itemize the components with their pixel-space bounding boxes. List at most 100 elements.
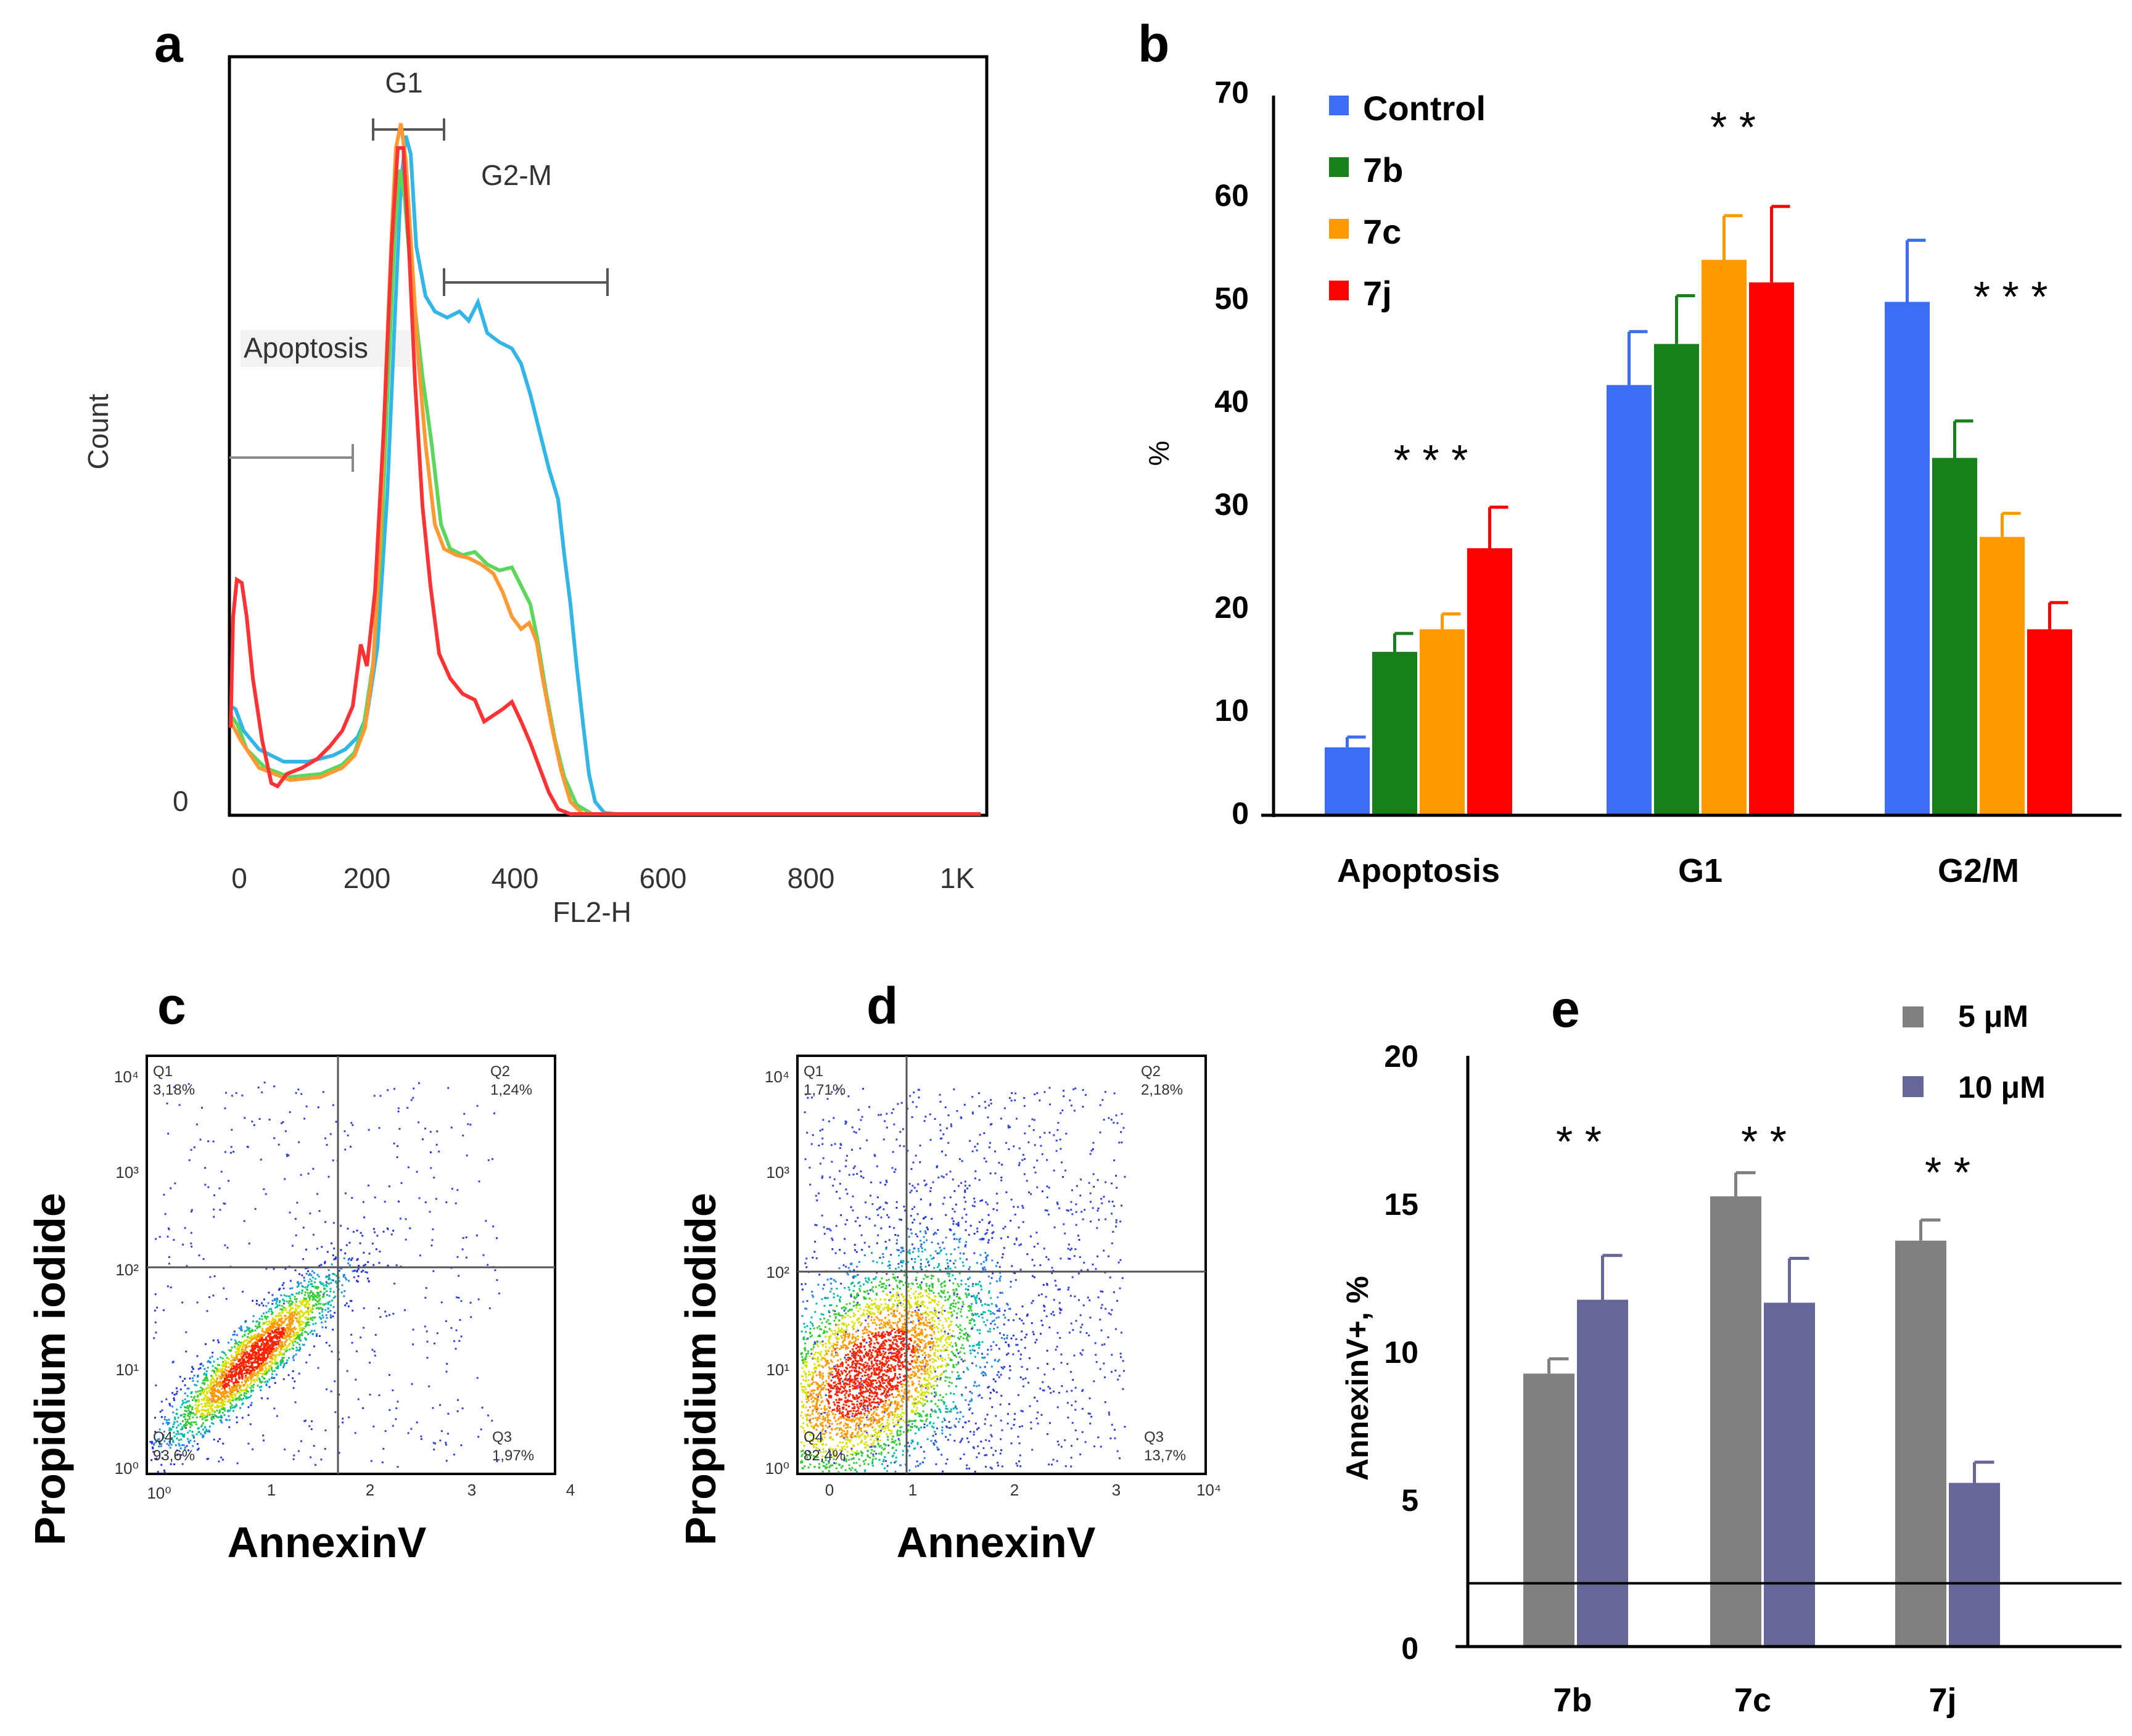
event-dot (965, 1220, 967, 1223)
event-dot (207, 1140, 210, 1143)
event-dot (302, 1314, 304, 1317)
event-dot (252, 1336, 255, 1338)
event-dot (265, 1362, 267, 1365)
event-dot (276, 1301, 278, 1303)
event-dot (889, 1225, 891, 1228)
event-dot (849, 1302, 851, 1305)
event-dot (279, 1312, 281, 1314)
event-dot (246, 1384, 249, 1386)
event-dot (884, 1183, 886, 1186)
panel-d-label: d (866, 977, 898, 1035)
event-dot (298, 1322, 301, 1325)
event-dot (947, 1354, 950, 1356)
event-dot (1043, 1248, 1045, 1250)
event-dot (247, 1365, 249, 1367)
event-dot (265, 1332, 267, 1335)
event-dot (221, 1401, 224, 1404)
event-dot (247, 1357, 249, 1359)
event-dot (847, 1347, 849, 1349)
event-dot (270, 1321, 273, 1323)
event-dot (897, 1421, 899, 1423)
event-dot (912, 1383, 915, 1385)
event-dot (897, 1262, 900, 1265)
event-dot (840, 1452, 842, 1455)
event-dot (371, 1243, 374, 1245)
event-dot (265, 1360, 267, 1362)
event-dot (231, 1374, 234, 1376)
event-dot (1056, 1129, 1059, 1131)
event-dot (179, 1388, 182, 1391)
event-dot (297, 1320, 300, 1323)
event-dot (440, 1301, 443, 1304)
event-dot (223, 1202, 225, 1204)
event-dot (397, 1110, 400, 1113)
event-dot (321, 1310, 324, 1313)
event-dot (196, 1416, 198, 1418)
event-dot (189, 1411, 192, 1413)
event-dot (975, 1365, 978, 1367)
event-dot (831, 1387, 834, 1389)
event-dot (224, 1364, 227, 1367)
event-dot (313, 1285, 315, 1288)
event-dot (214, 1406, 216, 1409)
event-dot (338, 1270, 340, 1272)
event-dot (194, 1413, 196, 1416)
event-dot (210, 1416, 213, 1418)
event-dot (252, 1315, 255, 1317)
event-dot (969, 1391, 971, 1393)
event-dot (191, 1370, 193, 1373)
event-dot (175, 1393, 178, 1395)
event-dot (413, 1087, 415, 1090)
event-dot (211, 1382, 213, 1384)
event-dot (844, 1122, 847, 1125)
event-dot (945, 1173, 948, 1175)
event-dot (248, 1360, 250, 1362)
event-dot (828, 1460, 830, 1462)
event-dot (1053, 1226, 1056, 1228)
event-dot (266, 1342, 269, 1344)
event-dot (250, 1348, 253, 1351)
event-dot (1015, 1237, 1018, 1240)
event-dot (828, 1377, 830, 1380)
event-dot (262, 1333, 265, 1336)
event-dot (282, 1333, 285, 1336)
event-dot (934, 1117, 936, 1120)
event-dot (289, 1336, 292, 1338)
event-dot (1035, 1417, 1038, 1420)
b-category-g1: G1 (1678, 852, 1722, 889)
event-dot (1005, 1142, 1007, 1144)
event-dot (195, 1391, 197, 1393)
event-dot (250, 1367, 252, 1369)
event-dot (1034, 1144, 1036, 1146)
event-dot (825, 1430, 827, 1433)
event-dot (249, 1376, 252, 1378)
event-dot (224, 1382, 227, 1384)
event-dot (368, 1253, 371, 1255)
event-dot (304, 1331, 307, 1333)
event-dot (279, 1341, 281, 1343)
event-dot (995, 1305, 998, 1307)
event-dot (309, 1273, 311, 1275)
event-dot (292, 1359, 295, 1361)
event-dot (273, 1323, 276, 1326)
event-dot (300, 1292, 303, 1294)
event-dot (992, 1272, 994, 1275)
event-dot (304, 1306, 307, 1309)
event-dot (254, 1344, 257, 1346)
event-dot (260, 1381, 262, 1384)
event-dot (238, 1399, 241, 1401)
event-dot (979, 1394, 981, 1396)
event-dot (200, 1402, 203, 1405)
event-dot (844, 1394, 846, 1396)
event-dot (260, 1364, 262, 1367)
event-dot (826, 1363, 828, 1365)
event-dot (246, 1369, 249, 1372)
event-dot (1116, 1450, 1119, 1452)
event-dot (902, 1401, 904, 1404)
event-dot (1018, 1164, 1020, 1166)
event-dot (263, 1343, 265, 1345)
event-dot (881, 1423, 884, 1425)
event-dot (211, 1418, 213, 1421)
event-dot (866, 1425, 869, 1428)
event-dot (201, 1382, 204, 1384)
